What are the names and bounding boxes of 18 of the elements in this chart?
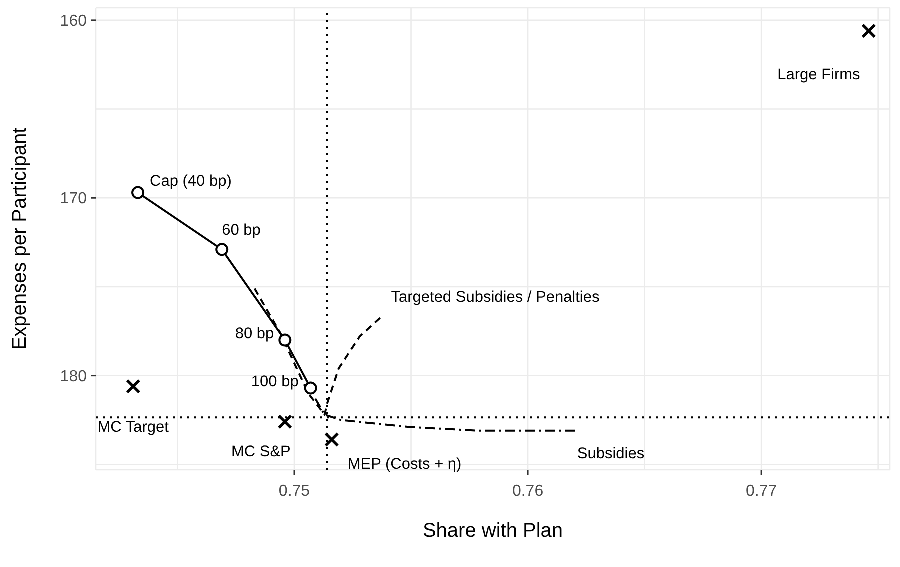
annotation: MEP (Costs + η) — [348, 456, 462, 474]
annotation: Subsidies — [577, 445, 645, 462]
annotation: 60 bp — [222, 222, 261, 240]
x-tick-label: 0.77 — [746, 483, 778, 500]
annotation: MC Target — [98, 418, 170, 436]
annotation: Targeted Subsidies / Penalties — [391, 288, 600, 306]
y-tick-label: 160 — [60, 13, 88, 30]
annotation: Cap (40 bp) — [150, 173, 232, 190]
x-axis-title: Share with Plan — [422, 520, 564, 542]
annotation: Large Firms — [778, 66, 861, 84]
annotation: 80 bp — [235, 326, 274, 343]
annotation: 100 bp — [251, 374, 299, 391]
x-tick-label: 0.76 — [512, 483, 544, 500]
y-tick-label: 170 — [60, 190, 88, 208]
y-tick-label: 180 — [60, 368, 88, 386]
y-axis-title: Expenses per Participant — [9, 127, 32, 350]
x-tick-label: 0.75 — [278, 483, 310, 500]
annotation: MC S&P — [231, 443, 291, 460]
